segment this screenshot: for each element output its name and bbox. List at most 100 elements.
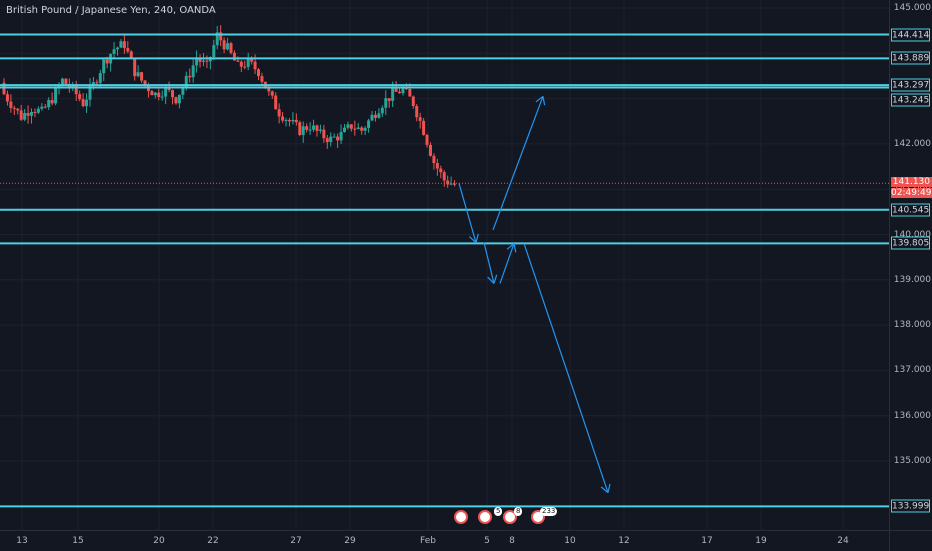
price-tick-label: 142.000 <box>893 138 931 149</box>
time-tick-label: 17 <box>701 536 713 546</box>
time-tick-label: 29 <box>344 536 356 546</box>
candle-body <box>64 78 68 85</box>
time-tick-label: 12 <box>618 536 630 546</box>
candle-body <box>318 129 322 131</box>
candle-body <box>181 87 185 95</box>
time-tick-label: 8 <box>509 536 515 546</box>
candle-body <box>274 95 278 110</box>
projection-arrow-line[interactable] <box>483 242 495 284</box>
candle-body <box>105 59 109 64</box>
candle-body <box>291 119 295 122</box>
candle-body <box>260 76 264 82</box>
candle-body <box>284 119 288 121</box>
economic-event-icon[interactable] <box>478 510 492 524</box>
candle-body <box>373 114 377 118</box>
candlestick-chart[interactable] <box>0 0 889 530</box>
projection-arrow-line[interactable] <box>458 183 477 243</box>
economic-event-icon[interactable] <box>503 510 517 524</box>
candle-body <box>50 100 54 104</box>
level-price-label: 143.889 <box>891 51 930 65</box>
candle-body <box>453 183 457 185</box>
candle-body <box>294 119 298 123</box>
candle-body <box>377 113 381 118</box>
time-tick-label: 15 <box>72 536 84 546</box>
price-tick-label: 140.000 <box>893 229 931 240</box>
candle-body <box>12 107 16 109</box>
bar-countdown: 02:49:49 <box>891 188 932 199</box>
candle-body <box>446 180 450 185</box>
candle-body <box>188 75 192 78</box>
time-tick-label: 24 <box>837 536 849 546</box>
candle-body <box>195 58 199 66</box>
candle-body <box>116 47 119 50</box>
candle-body <box>74 84 78 95</box>
candle-body <box>198 58 202 62</box>
candle-body <box>191 65 195 78</box>
candle-body <box>315 125 319 131</box>
candle-body <box>349 124 353 129</box>
price-tick-label: 138.000 <box>893 320 931 331</box>
time-tick-label: Feb <box>420 536 436 546</box>
projection-arrow-line[interactable] <box>523 243 609 493</box>
candle-body <box>449 183 453 185</box>
candle-body <box>425 134 429 145</box>
candle-body <box>384 98 388 108</box>
candle-body <box>391 88 395 101</box>
candle-body <box>380 107 384 114</box>
candle-body <box>232 52 236 61</box>
time-axis[interactable]: 13 15 20 22 27 29 Feb 5 8 10 12 17 19 24 <box>0 530 889 551</box>
level-price-label: 143.245 <box>891 93 930 106</box>
candle-body <box>339 131 343 141</box>
candle-body <box>329 136 333 143</box>
arrow-head <box>469 236 477 244</box>
candle-body <box>157 92 161 97</box>
level-price-label: 144.414 <box>891 28 930 42</box>
candle-body <box>250 57 254 62</box>
arrow-head <box>506 243 515 250</box>
candle-body <box>243 66 247 68</box>
candle-body <box>277 109 281 117</box>
candle-body <box>219 32 223 41</box>
candle-body <box>281 116 285 121</box>
candle-body <box>418 117 422 121</box>
level-price-label: 140.545 <box>891 203 930 217</box>
candle-body <box>253 61 257 70</box>
candle-body <box>85 99 89 107</box>
candle-body <box>257 69 261 77</box>
candle-body <box>439 168 443 173</box>
candle-body <box>353 128 357 130</box>
candle-body <box>401 88 405 94</box>
candle-body <box>119 41 123 48</box>
candle-body <box>136 72 140 77</box>
price-tick-label: 136.000 <box>893 410 931 421</box>
candle-body <box>387 98 391 101</box>
candle-body <box>226 43 230 50</box>
time-tick-label: 22 <box>207 536 219 546</box>
candle-body <box>442 172 446 181</box>
candle-body <box>435 163 439 169</box>
arrow-head <box>535 95 544 103</box>
candle-body <box>215 32 219 46</box>
candle-body <box>112 49 116 54</box>
candle-body <box>26 113 30 116</box>
candle-body <box>312 125 316 130</box>
candle-body <box>150 91 154 96</box>
candle-body <box>16 108 20 111</box>
economic-event-icon[interactable] <box>454 510 468 524</box>
candle-body <box>19 110 23 120</box>
candle-body <box>394 88 398 92</box>
candle-body <box>404 88 408 90</box>
time-tick-label: 27 <box>290 536 302 546</box>
candle-body <box>9 101 13 108</box>
candle-body <box>322 129 326 139</box>
candle-body <box>422 120 426 135</box>
candle-body <box>201 60 205 62</box>
candle-body <box>346 124 350 128</box>
candle-body <box>30 111 34 116</box>
price-tick-label: 137.000 <box>893 365 931 376</box>
projection-arrow-line[interactable] <box>492 96 544 231</box>
candle-body <box>370 114 374 121</box>
chart-area[interactable]: British Pound / Japanese Yen, 240, OANDA <box>0 0 889 530</box>
time-tick-label: 19 <box>755 536 767 546</box>
projection-arrow-line[interactable] <box>499 243 515 284</box>
